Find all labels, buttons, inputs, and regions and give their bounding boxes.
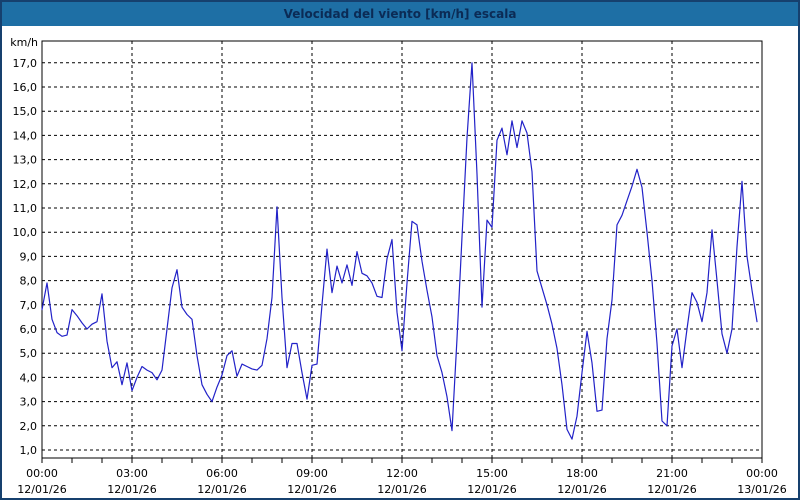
y-tick-label: 14,0 <box>13 129 38 142</box>
x-tick-time: 03:00 <box>116 467 148 480</box>
chart-title-bar: Velocidad del viento [km/h] escala <box>2 2 798 26</box>
x-tick-date: 12/01/26 <box>467 483 516 496</box>
x-tick-time: 09:00 <box>296 467 328 480</box>
wind-speed-line-chart: 1,0 2,0 3,0 4,0 5,0 6,0 7,0 8,0 9,0 10,0 11,0 12,0 1… <box>2 26 798 498</box>
x-tick-date: 12/01/26 <box>647 483 696 496</box>
x-tick-time: 00:00 <box>26 467 58 480</box>
y-tick-label: 6,0 <box>20 323 38 336</box>
x-tick-date: 13/01/26 <box>737 483 786 496</box>
plot-area <box>42 41 762 458</box>
y-tick-label: 5,0 <box>20 347 38 360</box>
x-tick-date: 12/01/26 <box>197 483 246 496</box>
y-tick-label: 13,0 <box>13 154 38 167</box>
y-tick-label: 12,0 <box>13 178 38 191</box>
x-tick-time: 06:00 <box>206 467 238 480</box>
y-gridlines: 1,0 2,0 3,0 4,0 5,0 6,0 7,0 8,0 9,0 10,0 11,0 12,0 1… <box>13 57 762 457</box>
y-tick-label: 9,0 <box>20 250 38 263</box>
x-tick-time: 21:00 <box>656 467 688 480</box>
x-tick-labels: 00:00 12/01/26 03:00 12/01/26 06:00 12/01/26 0… <box>17 467 786 496</box>
y-tick-label: 4,0 <box>20 371 38 384</box>
x-tick-date: 12/01/26 <box>107 483 156 496</box>
x-tick-time: 12:00 <box>386 467 418 480</box>
y-tick-label: 8,0 <box>20 275 38 288</box>
y-tick-label: 1,0 <box>20 444 38 457</box>
x-tick-date: 12/01/26 <box>377 483 426 496</box>
y-tick-label: 16,0 <box>13 81 38 94</box>
x-tick-time: 18:00 <box>566 467 598 480</box>
wind-speed-series-line <box>41 62 758 440</box>
y-tick-label: 11,0 <box>13 202 38 215</box>
y-tick-label: 7,0 <box>20 299 38 312</box>
y-tick-label: 17,0 <box>13 57 38 70</box>
x-tick-date: 12/01/26 <box>17 483 66 496</box>
x-tick-date: 12/01/26 <box>557 483 606 496</box>
y-tick-label: 2,0 <box>20 420 38 433</box>
x-tick-date: 12/01/26 <box>287 483 336 496</box>
x-tick-time: 15:00 <box>476 467 508 480</box>
x-tick-time: 00:00 <box>746 467 778 480</box>
y-tick-label: 10,0 <box>13 226 38 239</box>
x-minor-ticks <box>41 458 763 463</box>
y-axis-unit-label: km/h <box>10 36 38 49</box>
y-tick-label: 3,0 <box>20 396 38 409</box>
chart-title: Velocidad del viento [km/h] escala <box>283 7 517 21</box>
y-tick-label: 15,0 <box>13 105 38 118</box>
